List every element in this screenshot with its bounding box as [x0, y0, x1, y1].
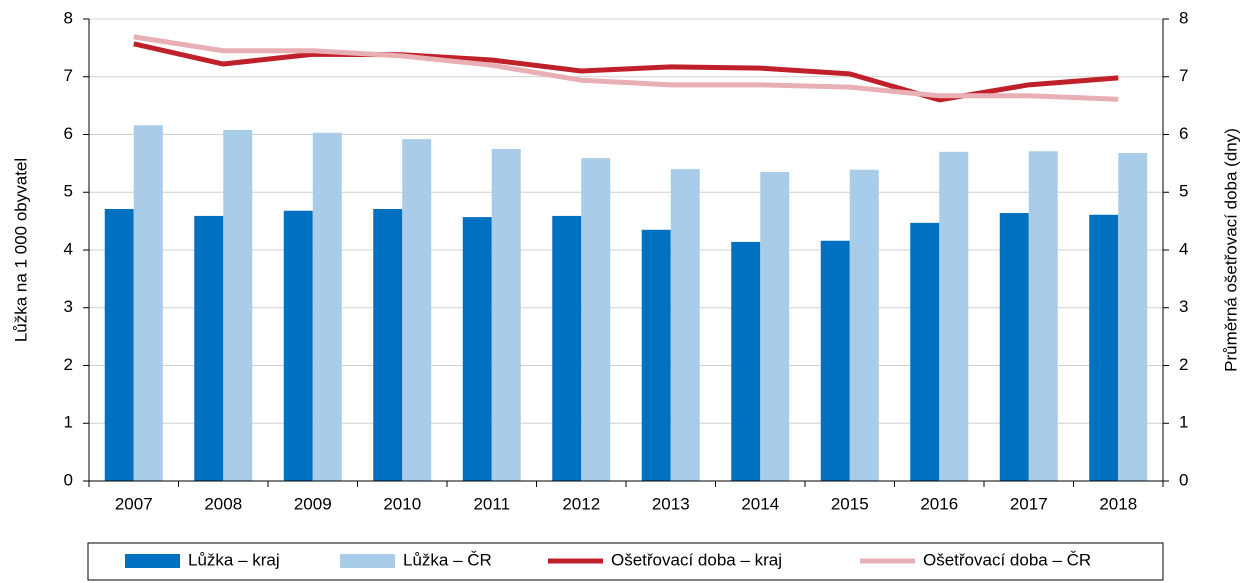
y2-tick-label: 7: [1179, 66, 1188, 85]
y-axis-label: Lůžka na 1 000 obyvatel: [11, 158, 30, 342]
x-tick-label: 2013: [652, 494, 690, 513]
y2-tick-label: 5: [1179, 182, 1188, 201]
bar: [1028, 151, 1058, 481]
legend-label: Lůžka – ČR: [403, 550, 492, 569]
bar: [552, 215, 582, 482]
bar: [283, 210, 313, 482]
legend-label: Lůžka – kraj: [188, 550, 280, 569]
y2-tick-label: 8: [1179, 8, 1188, 27]
x-tick-label: 2012: [562, 494, 600, 513]
y-tick-label: 6: [64, 124, 73, 143]
bar: [760, 172, 790, 481]
line: [133, 34, 1119, 102]
bar: [1118, 152, 1148, 482]
y-tick-label: 8: [64, 8, 73, 27]
bar: [849, 169, 879, 482]
bar: [581, 158, 611, 482]
x-tick-label: 2010: [383, 494, 421, 513]
bar: [670, 169, 700, 481]
x-tick-label: 2015: [831, 494, 869, 513]
x-tick-label: 2007: [115, 494, 153, 513]
bar: [402, 139, 432, 481]
y2-tick-label: 1: [1179, 413, 1188, 432]
bar: [731, 241, 761, 481]
bar: [194, 215, 224, 482]
bar: [373, 208, 403, 481]
bar: [939, 151, 969, 481]
y2-tick-label: 3: [1179, 297, 1188, 316]
legend-label: Ošetřovací doba – ČR: [923, 550, 1091, 569]
y2-axis-label: Průměrná ošetřovací doba (dny): [1221, 128, 1240, 372]
x-tick-label: 2014: [741, 494, 779, 513]
y-tick-label: 5: [64, 182, 73, 201]
bar: [104, 208, 134, 481]
y2-tick-label: 2: [1179, 355, 1188, 374]
y-tick-label: 0: [64, 470, 73, 489]
bar: [1089, 214, 1119, 481]
bar: [641, 229, 671, 481]
bar: [312, 132, 342, 481]
y2-tick-label: 6: [1179, 124, 1188, 143]
bar: [462, 217, 492, 481]
y-tick-label: 1: [64, 413, 73, 432]
bar: [910, 222, 940, 482]
bar: [999, 213, 1029, 482]
y-tick-label: 7: [64, 66, 73, 85]
y2-tick-label: 0: [1179, 470, 1188, 489]
legend-swatch: [125, 554, 180, 568]
x-tick-label: 2008: [204, 494, 242, 513]
y-tick-label: 4: [64, 239, 73, 258]
legend-swatch: [340, 554, 395, 568]
y-tick-label: 3: [64, 297, 73, 316]
y-tick-label: 2: [64, 355, 73, 374]
y2-tick-label: 4: [1179, 239, 1188, 258]
x-tick-label: 2011: [473, 494, 510, 513]
x-tick-label: 2018: [1099, 494, 1137, 513]
bar: [820, 240, 850, 481]
legend-label: Ošetřovací doba – kraj: [611, 550, 782, 569]
bar: [223, 129, 253, 481]
bar: [491, 148, 521, 481]
x-tick-label: 2017: [1010, 494, 1048, 513]
bar: [133, 125, 163, 481]
legend-box: [87, 542, 1164, 581]
x-tick-label: 2009: [294, 494, 332, 513]
x-tick-label: 2016: [920, 494, 958, 513]
